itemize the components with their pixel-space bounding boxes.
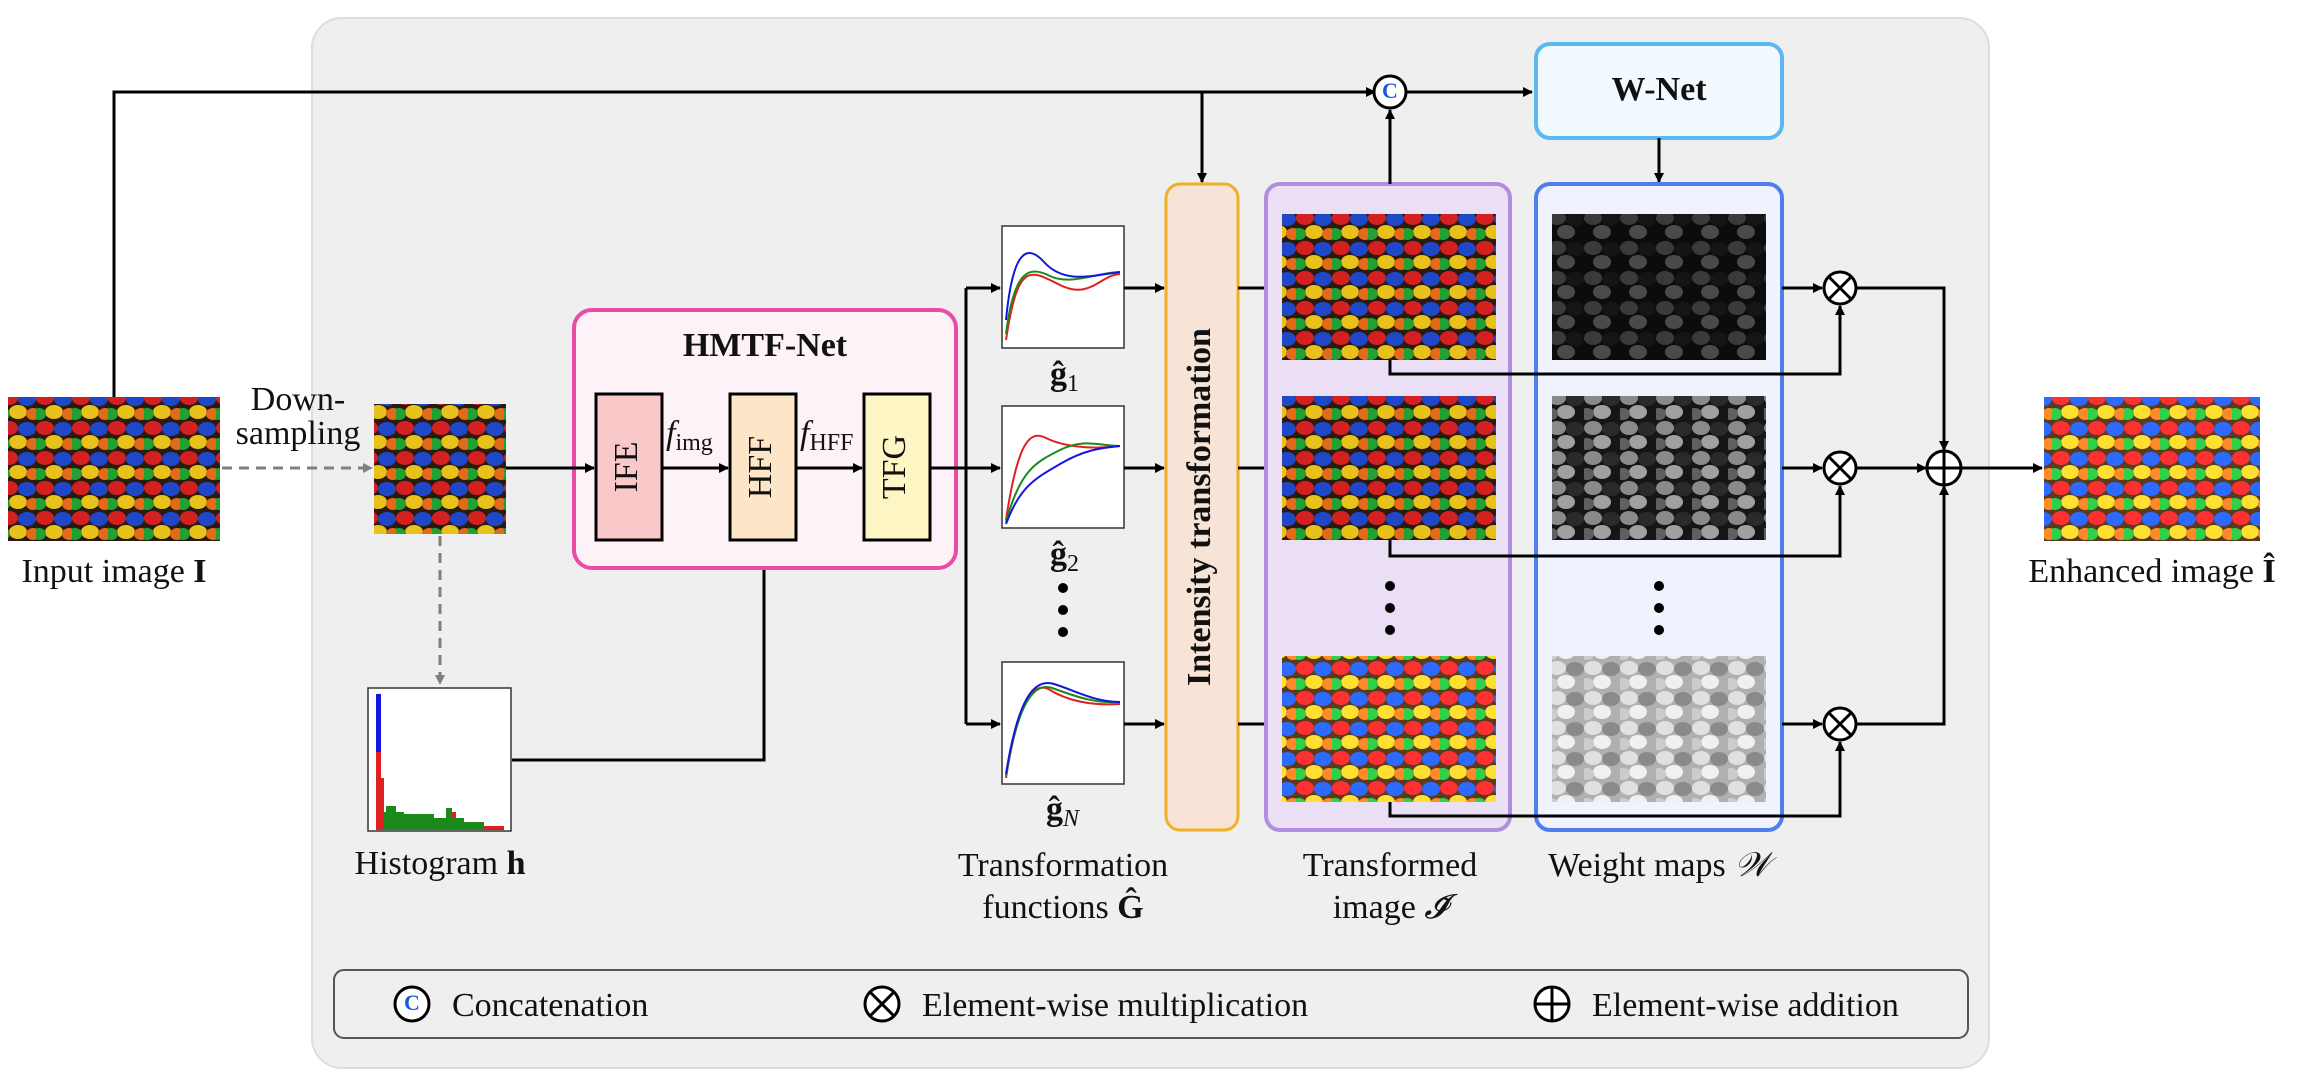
g1-label: ĝ1: [1050, 356, 1079, 397]
enhanced-image-label: Enhanced image Î: [2028, 552, 2275, 590]
gN-label: ĝN: [1046, 791, 1081, 832]
functions-label-1: Transformation: [958, 847, 1168, 884]
g2-label: ĝ2: [1050, 536, 1079, 577]
intensity-transformation-box: [1164, 182, 1240, 832]
input-top-line: [112, 87, 1376, 397]
tfg-block: [862, 392, 932, 542]
legend-box: [333, 969, 1969, 1039]
g1-plot: [1001, 225, 1125, 349]
multN-to-add-arrow: [1856, 485, 1949, 726]
weight-map-1: [1552, 214, 1766, 360]
ife-label: IFE: [608, 442, 645, 493]
hff-label: HFF: [742, 436, 779, 498]
input-image-label: Input image I: [21, 553, 206, 590]
t2-to-mult-arrow: [1388, 485, 1845, 558]
intensity-transformation-label: Intensity transformation: [1181, 328, 1218, 686]
downsampling-label-1: Down-: [251, 381, 345, 418]
weights-ellipsis: [1654, 581, 1664, 635]
add-symbol: [1925, 449, 1963, 487]
downsampled-image: [374, 404, 506, 534]
g2-plot: [1001, 405, 1125, 529]
legend-add-label: Element-wise addition: [1592, 987, 1899, 1024]
weight-map-2: [1552, 396, 1766, 540]
histogram-label: Histogram h: [355, 845, 526, 882]
ife-block: [594, 392, 664, 542]
concat-symbol-letter: C: [1382, 78, 1398, 103]
hff-block: [728, 392, 798, 542]
legend-mult-label: Element-wise multiplication: [922, 987, 1308, 1024]
functions-ellipsis: [1058, 583, 1068, 637]
weight-map-n: [1552, 656, 1766, 802]
transformed-image-2: [1282, 396, 1496, 540]
functions-label-2: functions Ĝ: [982, 887, 1144, 926]
transformed-ellipsis: [1385, 581, 1395, 635]
svg-text:C: C: [404, 990, 420, 1015]
transformed-image-1: [1282, 214, 1496, 360]
input-image: [8, 397, 220, 541]
legend-concat-icon: C: [393, 985, 431, 1023]
histogram-bars: [376, 694, 504, 830]
transformed-label-1: Transformed: [1303, 847, 1477, 884]
mult-symbol-2: [1822, 450, 1858, 486]
downsampling-label-2: sampling: [236, 415, 361, 452]
mult-symbol-1: [1822, 270, 1858, 306]
transformed-image-n: [1282, 656, 1496, 802]
legend-add-icon: [1533, 985, 1571, 1023]
enhanced-image: [2044, 397, 2260, 541]
f-hff-label: fHFF: [800, 415, 853, 456]
gN-plot: [1001, 661, 1125, 785]
legend-mult-icon: [863, 985, 901, 1023]
transformed-label-2: image 𝓘̃: [1333, 889, 1459, 926]
tN-to-mult-arrow: [1388, 741, 1845, 818]
mult-symbol-n: [1822, 706, 1858, 742]
wnet-label: W-Net: [1611, 71, 1707, 108]
legend-concat-label: Concatenation: [452, 987, 648, 1024]
hmtf-net-title: HMTF-Net: [683, 327, 848, 364]
mult1-to-add-arrow: [1856, 286, 1949, 451]
tfg-label: TFG: [876, 435, 913, 499]
histogram-to-hff-arrow: [512, 539, 769, 762]
t1-to-mult-arrow: [1388, 305, 1845, 376]
weight-maps-label: Weight maps 𝒲: [1548, 847, 1777, 884]
